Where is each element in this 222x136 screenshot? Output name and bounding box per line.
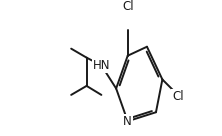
Text: Cl: Cl: [172, 90, 184, 103]
Text: Cl: Cl: [122, 0, 133, 13]
Text: HN: HN: [93, 59, 110, 72]
Text: N: N: [123, 115, 132, 128]
